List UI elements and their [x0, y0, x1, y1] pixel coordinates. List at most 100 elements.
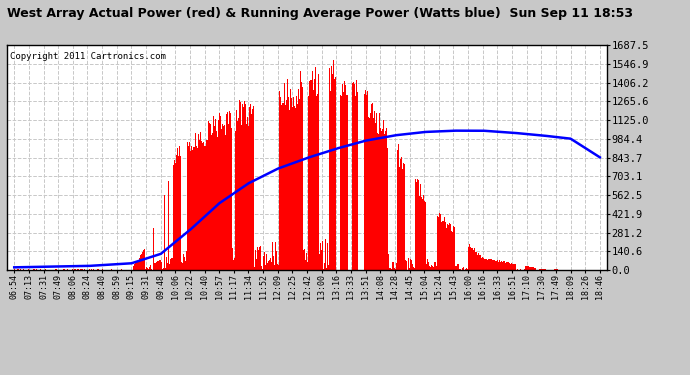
- Bar: [507, 262, 509, 270]
- Bar: [343, 92, 344, 270]
- Bar: [446, 228, 447, 270]
- Bar: [425, 202, 426, 270]
- Bar: [89, 269, 90, 270]
- Bar: [457, 264, 459, 270]
- Bar: [216, 131, 217, 270]
- Bar: [213, 116, 214, 270]
- Bar: [261, 247, 262, 270]
- Bar: [92, 269, 94, 270]
- Bar: [160, 260, 161, 270]
- Bar: [394, 268, 395, 270]
- Bar: [295, 107, 297, 270]
- Bar: [209, 123, 210, 270]
- Bar: [530, 267, 531, 270]
- Bar: [424, 201, 425, 270]
- Bar: [482, 257, 483, 270]
- Bar: [322, 267, 324, 270]
- Bar: [452, 232, 453, 270]
- Bar: [237, 120, 238, 270]
- Bar: [250, 104, 251, 270]
- Bar: [437, 216, 438, 270]
- Bar: [246, 124, 247, 270]
- Bar: [316, 96, 317, 270]
- Bar: [334, 79, 335, 270]
- Bar: [333, 60, 334, 270]
- Bar: [34, 269, 35, 270]
- Bar: [199, 133, 200, 270]
- Bar: [178, 156, 179, 270]
- Bar: [143, 254, 144, 270]
- Bar: [72, 269, 73, 270]
- Bar: [368, 117, 369, 270]
- Bar: [315, 67, 316, 270]
- Bar: [149, 267, 150, 270]
- Bar: [230, 112, 231, 270]
- Bar: [419, 181, 420, 270]
- Bar: [236, 110, 237, 270]
- Bar: [162, 269, 163, 270]
- Bar: [421, 197, 422, 270]
- Bar: [252, 112, 253, 270]
- Bar: [273, 256, 274, 270]
- Bar: [400, 159, 401, 270]
- Bar: [176, 155, 177, 270]
- Bar: [256, 259, 257, 270]
- Bar: [539, 268, 540, 270]
- Bar: [311, 80, 312, 270]
- Bar: [184, 257, 185, 270]
- Bar: [430, 267, 431, 270]
- Bar: [259, 247, 260, 270]
- Bar: [218, 120, 219, 270]
- Bar: [534, 267, 535, 270]
- Bar: [475, 250, 477, 270]
- Bar: [512, 264, 513, 270]
- Bar: [498, 262, 500, 270]
- Bar: [251, 114, 252, 270]
- Bar: [396, 264, 397, 270]
- Bar: [493, 260, 495, 270]
- Bar: [223, 126, 224, 270]
- Bar: [163, 268, 164, 270]
- Bar: [214, 126, 215, 270]
- Bar: [170, 259, 171, 270]
- Bar: [347, 94, 348, 270]
- Bar: [275, 242, 276, 270]
- Bar: [284, 83, 285, 270]
- Bar: [382, 129, 383, 270]
- Bar: [456, 266, 457, 270]
- Bar: [101, 269, 103, 270]
- Bar: [241, 125, 242, 270]
- Bar: [148, 268, 149, 270]
- Bar: [366, 95, 367, 270]
- Bar: [262, 269, 263, 270]
- Bar: [219, 113, 220, 270]
- Bar: [367, 91, 368, 270]
- Bar: [233, 260, 234, 270]
- Bar: [376, 113, 377, 270]
- Bar: [442, 221, 443, 270]
- Bar: [392, 262, 393, 270]
- Bar: [441, 215, 442, 270]
- Bar: [288, 97, 289, 270]
- Bar: [450, 228, 451, 270]
- Bar: [301, 97, 302, 270]
- Bar: [231, 128, 232, 270]
- Bar: [525, 266, 526, 270]
- Bar: [243, 108, 244, 270]
- Bar: [270, 258, 271, 270]
- Bar: [397, 150, 398, 270]
- Bar: [81, 269, 82, 270]
- Bar: [444, 217, 445, 270]
- Bar: [215, 118, 216, 270]
- Bar: [310, 80, 311, 270]
- Bar: [398, 144, 399, 270]
- Bar: [248, 126, 249, 270]
- Bar: [179, 146, 180, 270]
- Bar: [455, 266, 456, 270]
- Bar: [320, 243, 321, 270]
- Bar: [487, 260, 488, 270]
- Bar: [462, 269, 464, 270]
- Bar: [78, 269, 79, 270]
- Bar: [509, 263, 510, 270]
- Bar: [494, 260, 495, 270]
